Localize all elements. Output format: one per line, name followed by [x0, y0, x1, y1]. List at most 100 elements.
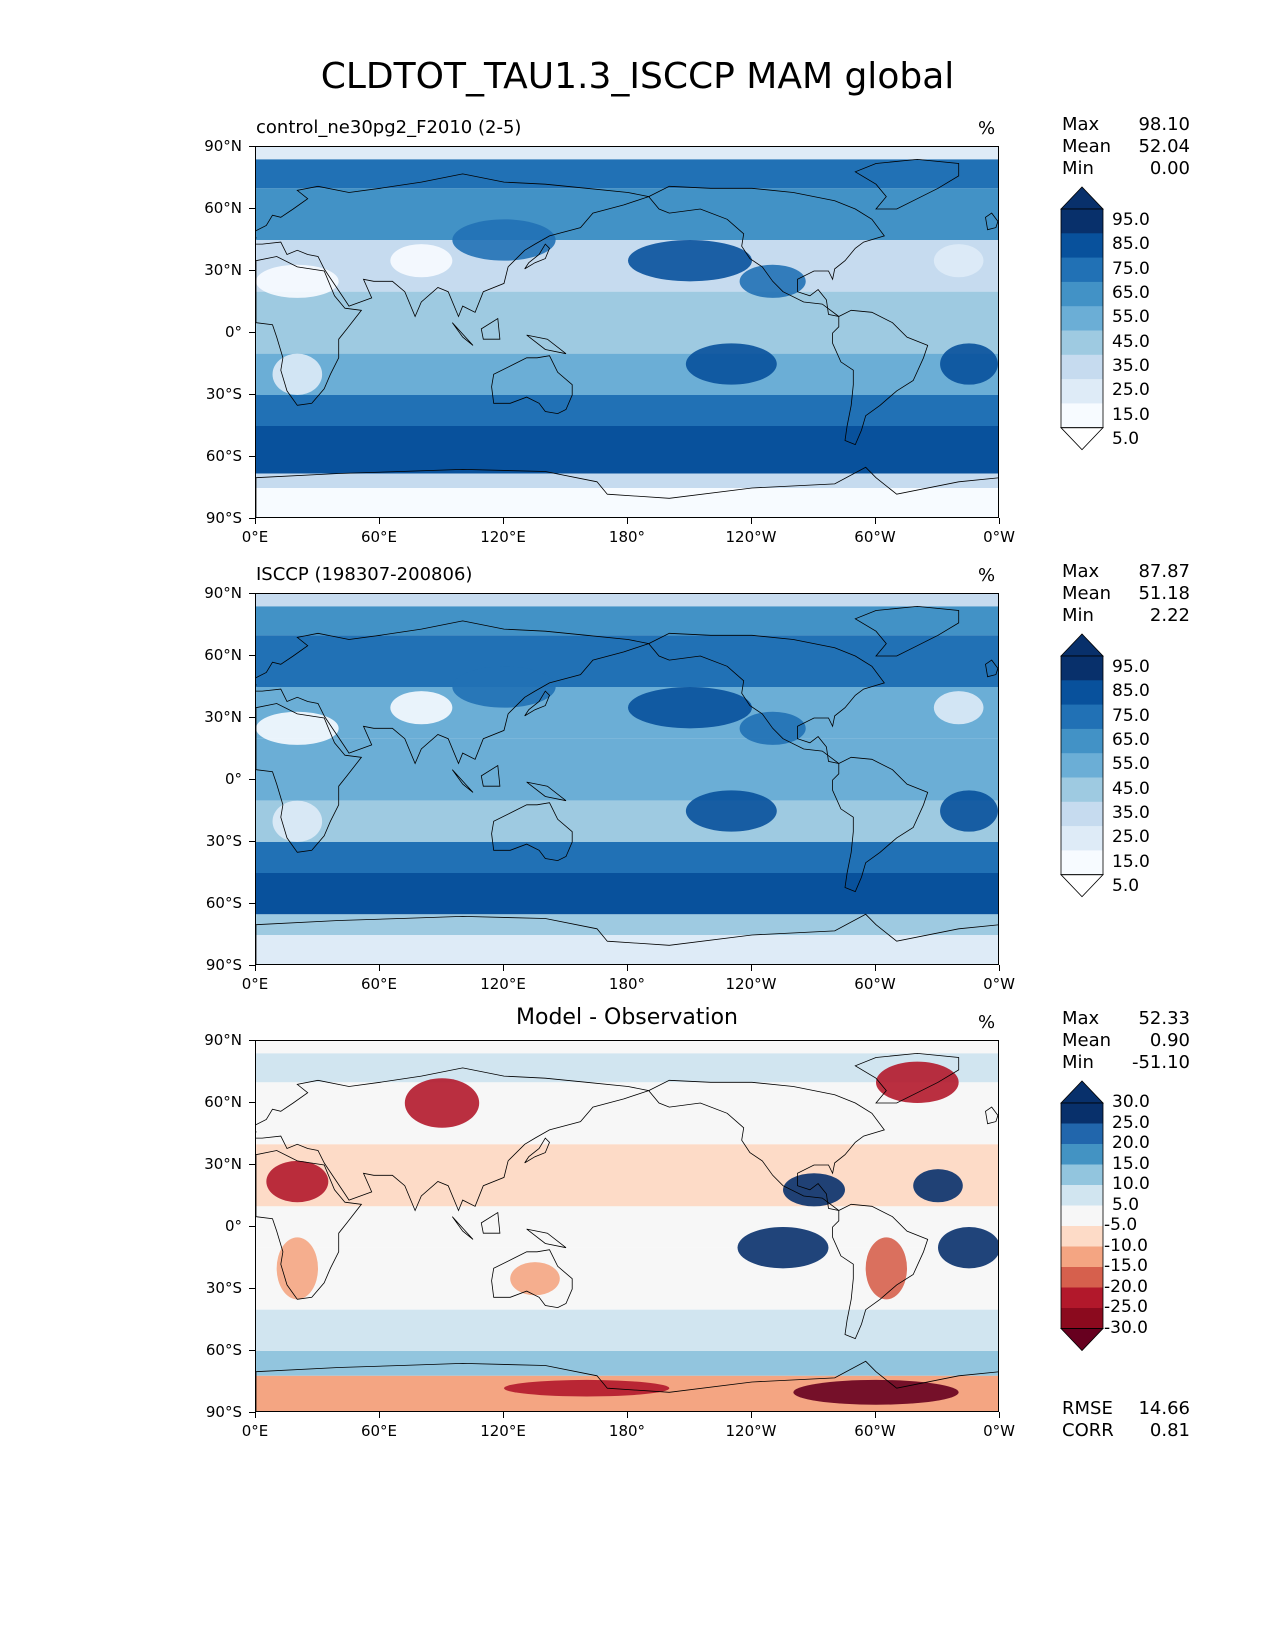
lon-tick-label: 120°W: [725, 975, 777, 993]
lon-tick-label: 180°: [608, 1422, 646, 1440]
colorbar-tick-label: 5.0: [1112, 1194, 1140, 1215]
field-blob: [628, 687, 752, 729]
lon-tick-mark: [751, 1412, 752, 1418]
colorbar-tick-label: 30.0: [1112, 1092, 1150, 1112]
stat-label: Mean: [1062, 136, 1112, 157]
lon-tick-label: 180°: [608, 975, 646, 993]
stat-row: CORR 0.81: [1062, 1420, 1190, 1442]
model-colorbar: [1060, 186, 1104, 455]
coastline: [854, 1052, 960, 1104]
stat-value: 14.66: [1138, 1398, 1190, 1419]
obs-units-label: %: [978, 565, 996, 586]
coastline: [256, 173, 651, 318]
lon-tick-mark: [999, 518, 1000, 524]
lon-tick-mark: [875, 518, 876, 524]
stat-label: Min: [1062, 605, 1094, 626]
field-blob: [510, 1262, 560, 1296]
model-panel-title: control_ne30pg2_F2010 (2-5): [256, 117, 522, 138]
stat-value: 0.81: [1149, 1420, 1190, 1441]
lat-tick-mark: [249, 655, 255, 656]
colorbar-tick-label: 35.0: [1112, 802, 1150, 823]
colorbar-tick-label: 55.0: [1112, 307, 1150, 328]
lon-tick-mark: [255, 1412, 256, 1418]
colorbar-tick-label: 15.0: [1112, 404, 1150, 425]
stat-label: Max: [1062, 114, 1100, 135]
field-band: [256, 426, 998, 474]
colorbar-segment: [1061, 1164, 1103, 1186]
colorbar-segment: [1061, 1287, 1103, 1309]
colorbar-tick-label: -30.0: [1104, 1317, 1148, 1338]
coastline: [256, 913, 998, 964]
lon-tick-label: 60°W: [854, 975, 896, 993]
lat-tick-label: 30°N: [204, 1155, 242, 1173]
model-map: [255, 146, 999, 518]
field-blob: [938, 1227, 998, 1269]
lon-tick-mark: [379, 518, 380, 524]
colorbar-segment: [1061, 1144, 1103, 1165]
lon-tick-label: 60°E: [360, 528, 398, 546]
colorbar-tick-label: 45.0: [1112, 778, 1150, 799]
colorbar-segment: [1061, 403, 1103, 429]
lat-tick-mark: [249, 394, 255, 395]
lon-tick-label: 120°E: [480, 975, 526, 993]
stat-value: 87.87: [1138, 561, 1190, 582]
colorbar-tick-label: 65.0: [1112, 283, 1150, 304]
lat-tick-label: 60°S: [205, 1341, 242, 1359]
model-colorbar-svg: [1060, 186, 1104, 451]
lon-tick-mark: [875, 1412, 876, 1418]
colorbar-segment: [1061, 1123, 1103, 1145]
diff-extra-stats: RMSE 14.66 CORR 0.81: [1062, 1398, 1190, 1442]
coastline: [256, 466, 998, 517]
coastline: [526, 334, 567, 355]
lon-tick-mark: [503, 1412, 504, 1418]
coastline: [480, 1211, 501, 1234]
coastline: [524, 1137, 550, 1164]
stat-row: Max 52.33: [1062, 1008, 1190, 1030]
lat-tick-mark: [249, 1350, 255, 1351]
field-blob: [452, 219, 556, 261]
lat-tick-mark: [249, 332, 255, 333]
coastline: [451, 769, 474, 793]
field-blob: [913, 1169, 963, 1203]
coastline: [256, 1150, 363, 1300]
coastlines: [256, 605, 998, 964]
field-blob: [276, 1237, 318, 1300]
lat-tick-label: 90°N: [204, 137, 242, 155]
stat-label: Mean: [1062, 1030, 1112, 1051]
colorbar-frame: [1060, 1102, 1104, 1329]
field-band: [256, 147, 998, 160]
lon-tick-mark: [999, 965, 1000, 971]
colorbar-extend-top: [1060, 186, 1104, 210]
field-blob: [272, 800, 323, 842]
lat-tick-label: 90°S: [205, 509, 242, 527]
field-band: [256, 606, 998, 636]
stat-row: Max 87.87: [1062, 561, 1190, 583]
lat-tick-label: 30°S: [205, 832, 242, 850]
colorbar-segment: [1061, 801, 1103, 827]
colorbar-segment: [1061, 826, 1103, 851]
lon-tick-mark: [255, 518, 256, 524]
lon-tick-mark: [751, 965, 752, 971]
diff-stats: Max 52.33 Mean 0.90 Min -51.10: [1062, 1008, 1190, 1074]
model-map-canvas: [256, 147, 998, 517]
lon-tick-mark: [627, 1412, 628, 1418]
lat-tick-mark: [249, 593, 255, 594]
field-blob: [933, 691, 984, 725]
lat-tick-label: 90°S: [205, 1403, 242, 1421]
colorbar-segment: [1061, 1205, 1103, 1227]
colorbar-segment: [1061, 208, 1103, 234]
stat-label: Max: [1062, 1008, 1100, 1029]
lon-tick-label: 120°E: [480, 1422, 526, 1440]
field-band: [256, 353, 998, 395]
lat-tick-label: 60°N: [204, 646, 242, 664]
lon-tick-label: 60°W: [854, 1422, 896, 1440]
lat-tick-mark: [249, 518, 255, 519]
coastline: [832, 1203, 929, 1340]
model-stats: Max 98.10 Mean 52.04 Min 0.00: [1062, 114, 1190, 180]
field-blob: [685, 343, 777, 385]
field-blob: [933, 244, 984, 278]
field-band: [256, 914, 998, 935]
lat-tick-label: 30°S: [205, 385, 242, 403]
coastline: [524, 690, 550, 717]
field-layer: [256, 594, 998, 964]
